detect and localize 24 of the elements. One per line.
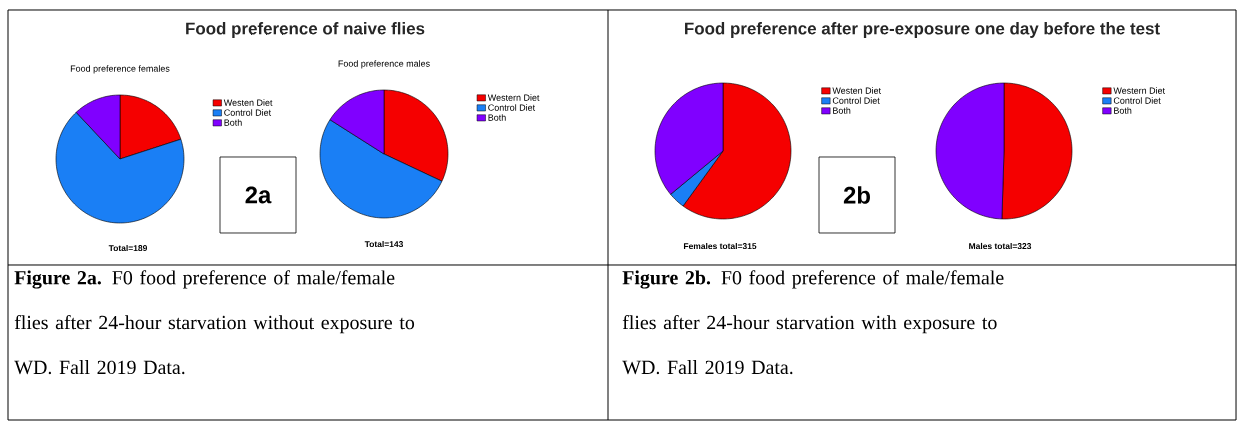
legend-label: Both xyxy=(224,119,242,126)
legend-label: Control Diet xyxy=(488,104,536,111)
legend-label: Both xyxy=(488,114,506,121)
chart-subtitle: Food preference females xyxy=(70,65,170,74)
text: 2b xyxy=(843,186,870,204)
legend-label: Western Diet xyxy=(1113,87,1165,94)
text: Females total=315 xyxy=(683,242,757,250)
text: Figure 2b. F0 food preference of male/female flies after 24-hour starvation with exposure to WD. Fall 2019 Data. xyxy=(622,270,1004,375)
legend-label: Control Diet xyxy=(832,97,880,104)
chart-title: Food preference of naive flies xyxy=(186,22,425,38)
text: Figure 2a. F0 food preference of male/female flies after 24-hour starvation without exposure to WD. Fall 2019 Data. xyxy=(14,270,415,375)
legend-label: Both xyxy=(1114,107,1132,114)
legend-label: Westen Diet xyxy=(223,99,273,106)
text: 2a xyxy=(245,186,272,204)
text: Food preference after pre-exposure one day before the test xyxy=(685,22,1160,38)
legend-label: Control Diet xyxy=(224,109,272,116)
legend-label: Western Diet xyxy=(487,94,540,101)
text: Total=189 xyxy=(108,244,148,252)
text: Total=143 xyxy=(364,240,404,248)
legend-label: Both xyxy=(833,107,851,114)
chart-subtitle: Food preference males xyxy=(338,60,430,69)
legend-label: Westen Diet xyxy=(832,87,881,94)
text: Males total=323 xyxy=(969,242,1032,250)
legend-label: Control Diet xyxy=(1113,97,1161,104)
